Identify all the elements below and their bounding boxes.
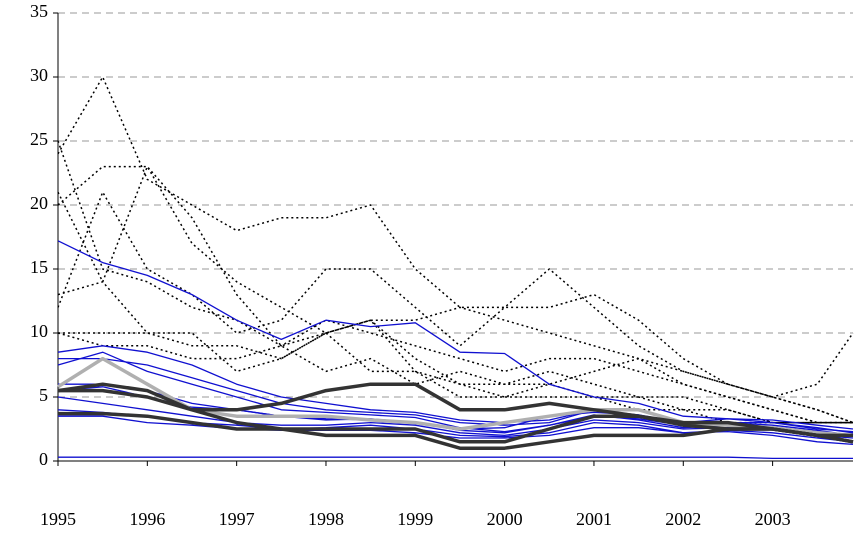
y-tick-label: 15 — [30, 257, 48, 277]
y-tick-label: 5 — [39, 385, 48, 405]
series-line — [57, 281, 853, 424]
y-tick-label: 25 — [30, 129, 48, 149]
y-tick-label: 0 — [39, 449, 48, 469]
x-tick-label: 2000 — [487, 509, 523, 529]
x-tick-label: 2003 — [755, 509, 791, 529]
x-tick-label: 1999 — [397, 509, 433, 529]
series-line — [58, 415, 854, 446]
series-line — [57, 76, 854, 424]
x-tick-label: 1995 — [40, 509, 76, 529]
y-tick-label: 30 — [30, 65, 48, 85]
series-line — [58, 456, 853, 460]
x-tick-label: 1998 — [308, 509, 344, 529]
series-line — [57, 191, 854, 424]
series-line — [57, 345, 854, 433]
x-tick-label: 2001 — [576, 509, 612, 529]
series-line — [57, 165, 853, 424]
x-tick-label: 1996 — [129, 509, 165, 529]
y-tick-label: 10 — [30, 321, 48, 341]
y-tick-label: 35 — [30, 1, 48, 21]
x-tick-label: 2002 — [665, 509, 701, 529]
x-tick-label: 1997 — [219, 509, 255, 529]
y-tick-label: 20 — [30, 193, 48, 213]
series-line — [58, 388, 854, 450]
series-line — [58, 306, 854, 398]
